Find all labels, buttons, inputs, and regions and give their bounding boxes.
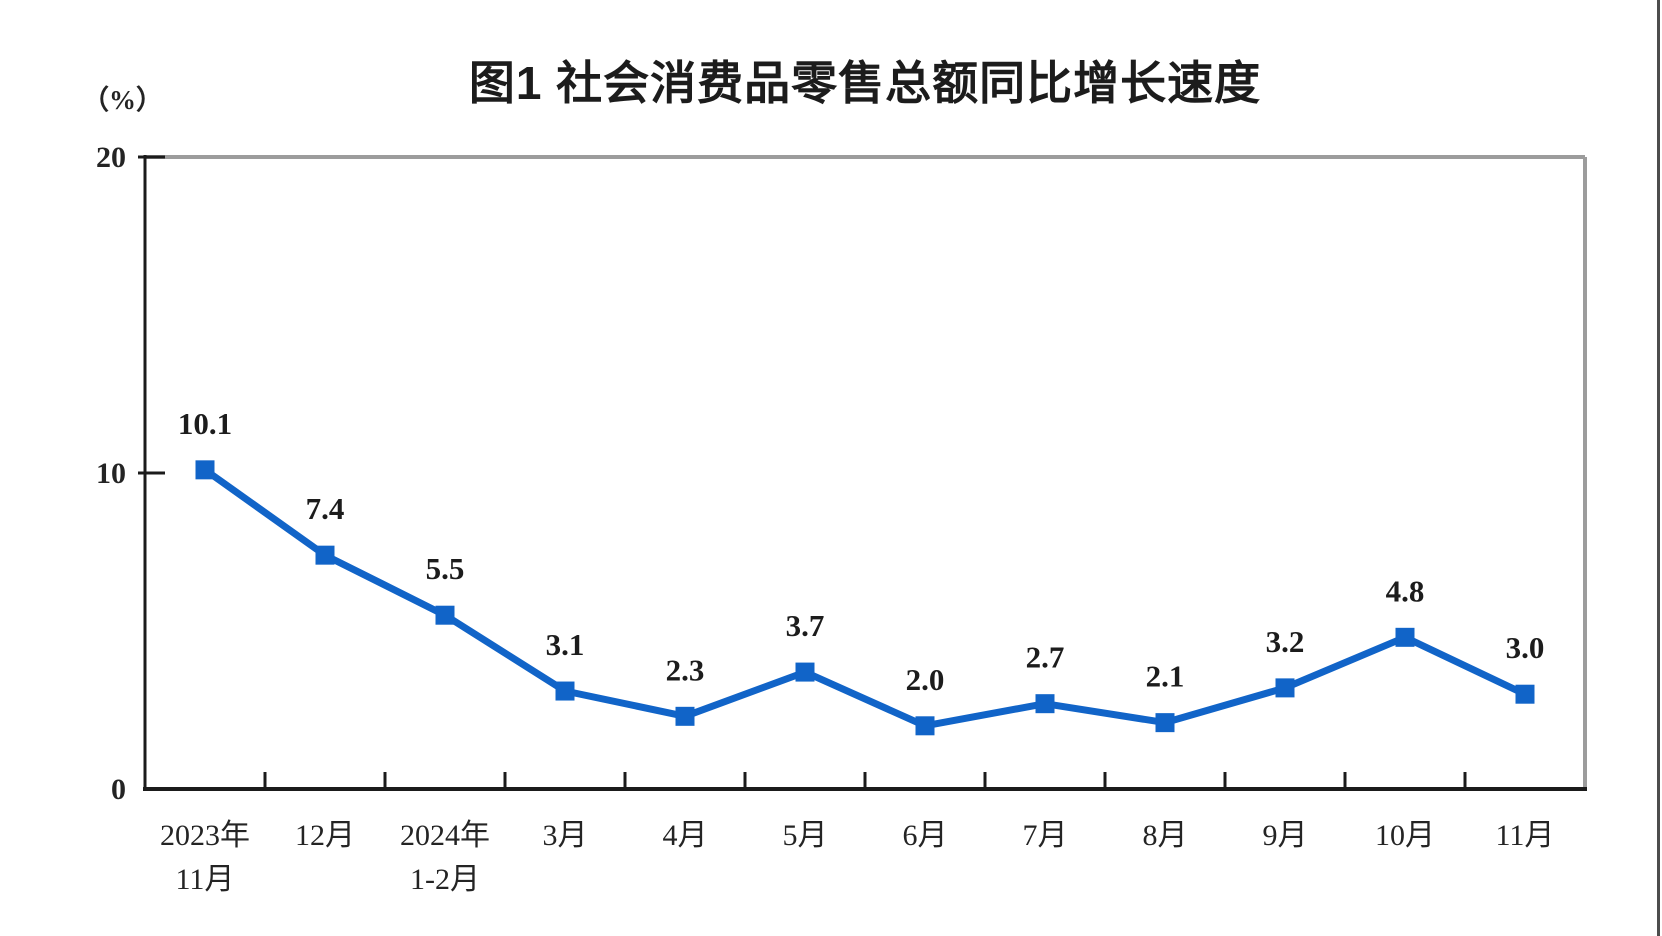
x-axis-tick-label: 1-2月 <box>410 863 480 896</box>
x-axis-tick-label: 11月 <box>176 863 235 896</box>
x-axis-tick-label: 11月 <box>1496 819 1555 852</box>
data-point-label: 5.5 <box>426 551 465 586</box>
data-point-marker <box>1275 678 1295 698</box>
x-axis-tick-label: 9月 <box>1263 819 1308 852</box>
data-point-marker <box>1155 713 1175 733</box>
data-point-marker <box>315 545 335 565</box>
data-point-marker <box>1395 627 1415 647</box>
x-axis-tick-label: 4月 <box>663 819 708 852</box>
data-point-label: 10.1 <box>178 406 232 441</box>
x-axis-tick-label: 6月 <box>903 819 948 852</box>
x-axis-tick-label: 7月 <box>1023 819 1068 852</box>
x-axis-tick-label: 2024年 <box>400 819 490 852</box>
x-axis-tick-label: 12月 <box>295 819 355 852</box>
data-point-marker <box>675 706 695 726</box>
data-point-label: 3.0 <box>1506 630 1545 665</box>
data-point-label: 2.0 <box>906 662 945 697</box>
data-point-label: 3.1 <box>546 627 585 662</box>
series-line <box>201 466 1529 730</box>
y-axis-tick-label: 0 <box>111 773 126 806</box>
y-axis-unit-label: （%） <box>82 85 163 115</box>
page-edge-line <box>1657 0 1660 936</box>
data-point-label: 3.7 <box>786 608 825 643</box>
data-point-label: 2.7 <box>1026 640 1065 675</box>
data-point-label: 2.1 <box>1146 659 1185 694</box>
data-point-marker <box>555 681 575 701</box>
data-point-marker <box>795 662 815 682</box>
data-point-label: 4.8 <box>1386 573 1425 608</box>
data-point-marker <box>195 460 215 480</box>
x-axis-tick-label: 5月 <box>783 819 828 852</box>
x-axis-tick-label: 8月 <box>1143 819 1188 852</box>
y-axis-tick-label: 10 <box>96 457 126 490</box>
data-point-marker <box>1515 684 1535 704</box>
chart-title: 图1 社会消费品零售总额同比增长速度 <box>468 57 1262 109</box>
x-axis-tick-label: 10月 <box>1375 819 1435 852</box>
x-axis-tick-label: 2023年 <box>160 819 250 852</box>
data-point-label: 7.4 <box>306 491 345 526</box>
data-point-marker <box>435 605 455 625</box>
data-point-label: 2.3 <box>666 652 705 687</box>
y-axis-tick-label: 20 <box>96 141 126 174</box>
data-point-marker <box>1035 694 1055 714</box>
x-axis-tick-label: 3月 <box>543 819 588 852</box>
data-point-label: 3.2 <box>1266 624 1305 659</box>
data-point-marker <box>915 716 935 736</box>
